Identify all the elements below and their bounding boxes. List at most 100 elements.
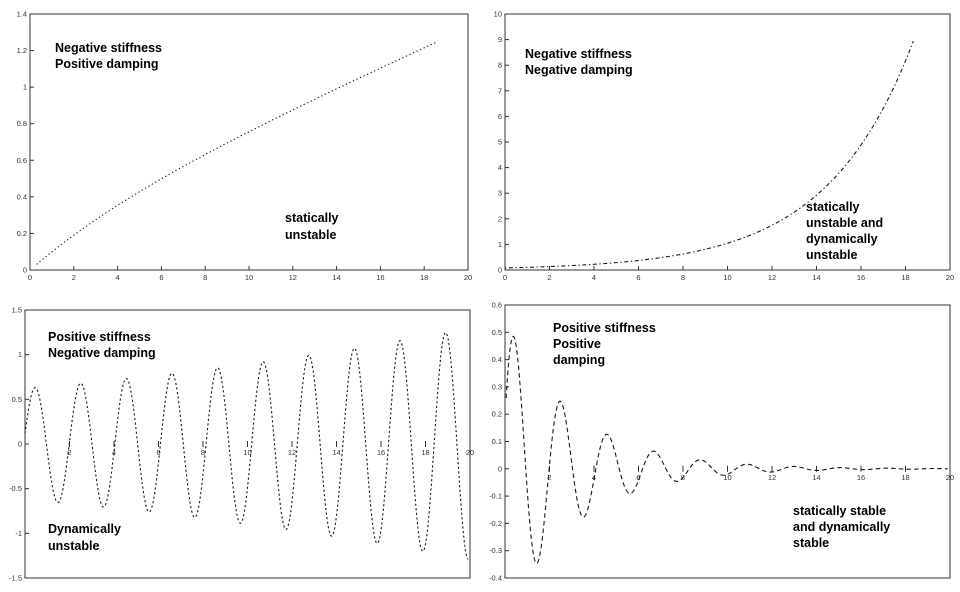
x-tick-label: 14 — [332, 448, 340, 457]
y-tick-label: 9 — [498, 35, 502, 44]
x-tick-label: 12 — [768, 273, 776, 282]
y-tick-label: 1.4 — [17, 10, 27, 19]
x-tick-label: 12 — [288, 448, 296, 457]
x-tick-label: 12 — [768, 473, 776, 482]
x-tick-label: 8 — [201, 448, 205, 457]
condition-label-line: Positive — [553, 337, 601, 351]
stability-label-line: unstable — [48, 539, 99, 553]
y-tick-label: 0.8 — [17, 119, 27, 128]
x-tick-label: 4 — [116, 273, 120, 282]
plot-top-left: 0 0.2 0.4 0.6 0.8 1 1.2 1.4 0 2 4 6 8 10 12 14 16 18 20 — [17, 10, 473, 283]
y-tick-label: 0.2 — [17, 229, 27, 238]
axes-and-curves-layer: 00.20.40.60.811.21.40 2 4 6 8 10 12 14 16 18 20012… — [9, 10, 954, 583]
x-tick-label: 6 — [159, 273, 163, 282]
y-tick-label: 8 — [498, 61, 502, 70]
y-tick-label: 0.4 — [17, 192, 27, 201]
y-tick-label: 1 — [18, 350, 22, 359]
x-tick-label: 2 — [67, 448, 71, 457]
y-tick-label: -0.4 — [489, 574, 502, 583]
curve-positive-stiffness-negative-damping — [24, 331, 469, 560]
x-tick-label: 18 — [901, 473, 909, 482]
stability-label-line: Dynamically — [48, 522, 121, 536]
y-tick-label: -0.2 — [489, 519, 502, 528]
x-tick-label: 16 — [376, 273, 384, 282]
stability-label-line: statically — [806, 200, 860, 214]
x-tick-label: 14 — [812, 273, 820, 282]
x-tick-label: 20 — [946, 273, 954, 282]
plot-bottom-left: 1.5 1 0.5 0 -0.5 -1 -1.5 2 4 6 8 10 12 14 16 18 20 — [9, 306, 474, 583]
plot-bottom-right-labels: Positive stiffness Positive damping stat… — [553, 321, 890, 550]
x-tick-label: 4 — [592, 273, 596, 282]
y-tick-label: 1.2 — [17, 46, 27, 55]
x-tick-label: 4 — [112, 448, 116, 457]
stability-label-line: unstable — [285, 228, 336, 242]
stability-label-line: unstable — [806, 248, 857, 262]
y-tick-label: 0.5 — [492, 328, 502, 337]
condition-label-line: Negative damping — [525, 63, 633, 77]
y-tick-label: 0.5 — [12, 395, 22, 404]
x-tick-label: 0 — [503, 273, 507, 282]
condition-label-line: Positive damping — [55, 57, 159, 71]
y-tick-label: -1 — [15, 529, 22, 538]
x-tick-label: 20 — [946, 473, 954, 482]
curve-negative-stiffness-positive-damping — [36, 41, 438, 265]
plot-bottom-left-labels: Positive stiffness Negative damping Dyna… — [48, 330, 156, 553]
y-tick-label: 0 — [498, 464, 502, 473]
x-tick-label: 0 — [28, 273, 32, 282]
x-tick-label: 12 — [289, 273, 297, 282]
y-tick-label: 0 — [18, 440, 22, 449]
stability-label-line: stable — [793, 536, 829, 550]
x-tick-label: 18 — [420, 273, 428, 282]
x-tick-label: 18 — [421, 448, 429, 457]
x-tick-label: 6 — [636, 473, 640, 482]
plot-top-right-labels: Negative stiffness Negative damping stat… — [525, 47, 883, 262]
y-tick-label: 0 — [23, 266, 27, 275]
x-tick-label: 14 — [812, 473, 820, 482]
y-tick-label: 1.5 — [12, 306, 22, 315]
condition-label-line: Negative stiffness — [525, 47, 632, 61]
y-tick-label: 1 — [23, 83, 27, 92]
x-tick-label: 6 — [636, 273, 640, 282]
x-tick-label: 2 — [547, 273, 551, 282]
x-tick-label: 16 — [857, 273, 865, 282]
y-tick-label: -0.1 — [489, 492, 502, 501]
x-tick-label: 20 — [466, 448, 474, 457]
x-tick-label: 6 — [156, 448, 160, 457]
y-tick-label: 4 — [498, 163, 502, 172]
x-tick-label: 8 — [681, 273, 685, 282]
y-tick-label: 1 — [498, 240, 502, 249]
y-tick-label: 7 — [498, 86, 502, 95]
x-tick-label: 20 — [464, 273, 472, 282]
y-tick-label: 0.6 — [492, 301, 502, 310]
x-tick-label: 16 — [857, 473, 865, 482]
y-tick-label: 0.4 — [492, 355, 502, 364]
curve-negative-stiffness-negative-damping — [504, 41, 914, 269]
y-tick-label: -0.3 — [489, 546, 502, 555]
y-tick-label: 0 — [498, 266, 502, 275]
condition-label-line: Negative damping — [48, 346, 156, 360]
x-tick-label: 10 — [243, 448, 251, 457]
x-tick-label: 18 — [901, 273, 909, 282]
x-tick-label: 10 — [723, 273, 731, 282]
y-tick-label: -0.5 — [9, 484, 22, 493]
stability-label-line: statically — [285, 211, 339, 225]
condition-label-line: damping — [553, 353, 605, 367]
plot-bottom-right: 0.60.50.40.30.20.10-0.1-0.2-0.3-0.42 4 6 8 1… — [489, 301, 954, 583]
plot-top-left-labels: Negative stiffness Positive damping stat… — [55, 41, 339, 242]
x-tick-label: 8 — [203, 273, 207, 282]
x-tick-label: 2 — [547, 473, 551, 482]
condition-label-line: Negative stiffness — [55, 41, 162, 55]
y-tick-label: 5 — [498, 138, 502, 147]
y-tick-label: 0.6 — [17, 156, 27, 165]
stability-label-line: and dynamically — [793, 520, 890, 534]
y-tick-label: 0.1 — [492, 437, 502, 446]
x-tick-label: 10 — [245, 273, 253, 282]
y-tick-label: -1.5 — [9, 574, 22, 583]
y-tick-label: 0.2 — [492, 410, 502, 419]
x-tick-label: 14 — [332, 273, 340, 282]
x-tick-label: 2 — [72, 273, 76, 282]
y-tick-label: 2 — [498, 214, 502, 223]
x-tick-label: 10 — [723, 473, 731, 482]
stability-label-line: dynamically — [806, 232, 878, 246]
